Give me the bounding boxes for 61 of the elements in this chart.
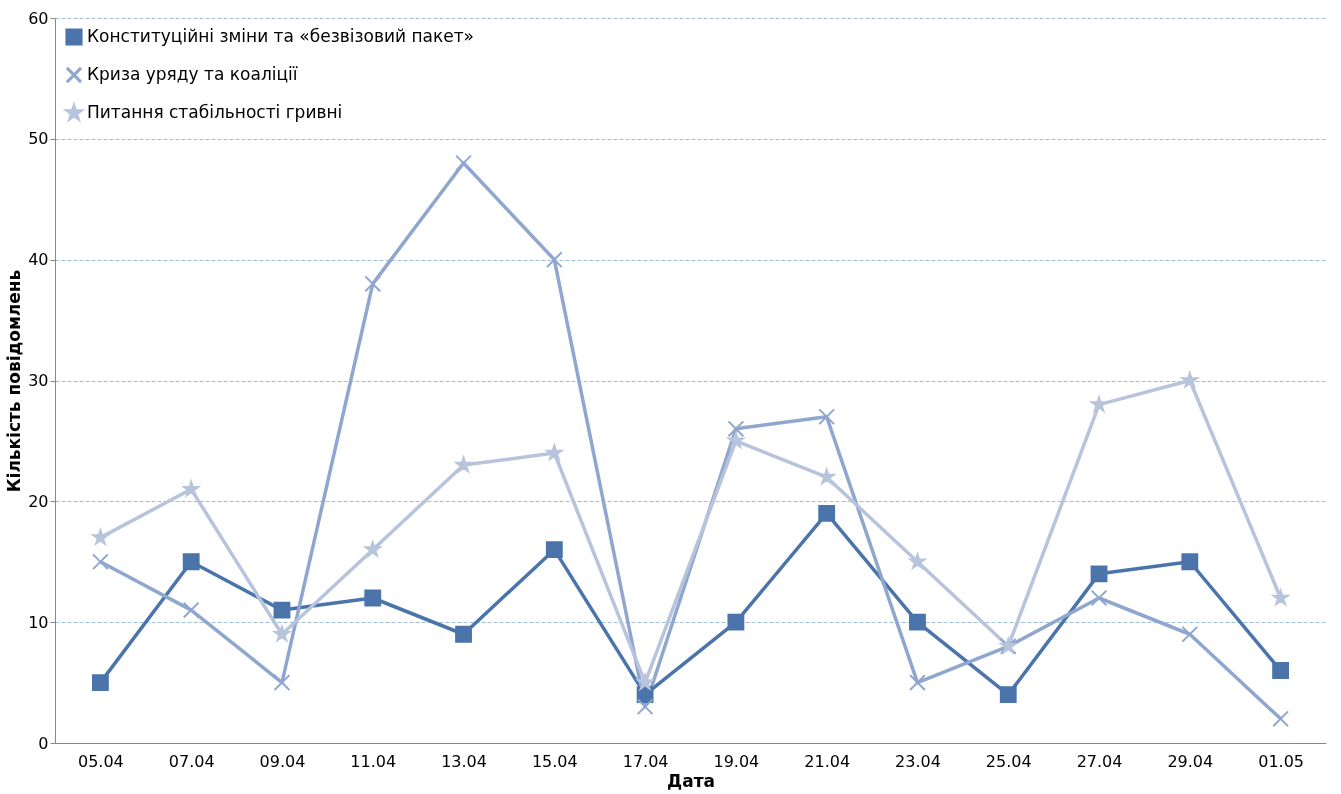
y-tick-label: 0 xyxy=(38,733,49,753)
x-tick-label: 15.04 xyxy=(531,751,578,771)
x-tick-label: 13.04 xyxy=(441,751,487,771)
x-tick-label: 27.04 xyxy=(1076,751,1123,771)
point xyxy=(91,553,109,571)
point xyxy=(727,613,745,631)
point xyxy=(1090,396,1108,412)
point xyxy=(545,541,563,559)
x-tick-label: 11.04 xyxy=(350,751,397,771)
point xyxy=(1181,372,1198,388)
y-tick-label: 50 xyxy=(28,129,49,149)
point xyxy=(545,251,563,269)
point xyxy=(364,541,381,557)
x-tick-label: 01.05 xyxy=(1258,751,1305,771)
y-tick-label: 20 xyxy=(28,491,49,511)
point xyxy=(637,674,654,690)
point xyxy=(636,698,654,716)
x-tick-label: 23.04 xyxy=(895,751,941,771)
point xyxy=(1181,553,1199,571)
point xyxy=(273,674,291,691)
x-tick-label: 21.04 xyxy=(804,751,851,771)
point xyxy=(364,589,382,607)
x-tick-label: 05.04 xyxy=(77,751,124,771)
point xyxy=(182,601,200,619)
x-tick-label: 25.04 xyxy=(985,751,1032,771)
point xyxy=(273,601,291,619)
point xyxy=(909,553,926,569)
point xyxy=(1090,565,1108,583)
x-tick-label: 07.04 xyxy=(168,751,215,771)
x-tick-label: 17.04 xyxy=(622,751,669,771)
point xyxy=(727,432,744,448)
legend-label: Конституційні зміни та «безвізовий пакет» xyxy=(87,26,474,46)
point xyxy=(909,674,926,691)
legend-label: Питання стабільності гривні xyxy=(87,102,343,122)
x-tick-label: 19.04 xyxy=(713,751,760,771)
y-tick-label: 10 xyxy=(28,612,49,632)
point xyxy=(999,686,1017,704)
legend-label: Криза уряду та коаліції xyxy=(87,64,298,84)
y-tick-label: 30 xyxy=(28,371,49,390)
y-tick-label: 60 xyxy=(28,8,49,28)
point xyxy=(1272,662,1290,679)
point xyxy=(818,505,836,522)
point xyxy=(1090,589,1108,607)
point xyxy=(727,420,745,438)
point xyxy=(273,625,291,642)
point xyxy=(364,275,382,293)
y-axis-title: Кількість повідомлень xyxy=(4,269,25,493)
point xyxy=(1181,625,1199,643)
y-tick-label: 40 xyxy=(28,250,49,270)
x-axis-title: Дата xyxy=(667,770,715,791)
point xyxy=(183,480,200,497)
point xyxy=(91,674,109,691)
x-tick-label: 09.04 xyxy=(259,751,306,771)
point xyxy=(455,154,472,172)
point xyxy=(455,625,472,643)
point xyxy=(909,613,926,631)
point xyxy=(182,553,200,571)
point xyxy=(818,408,836,426)
x-tick-label: 29.04 xyxy=(1167,751,1214,771)
point xyxy=(1272,710,1290,728)
point xyxy=(818,468,835,485)
